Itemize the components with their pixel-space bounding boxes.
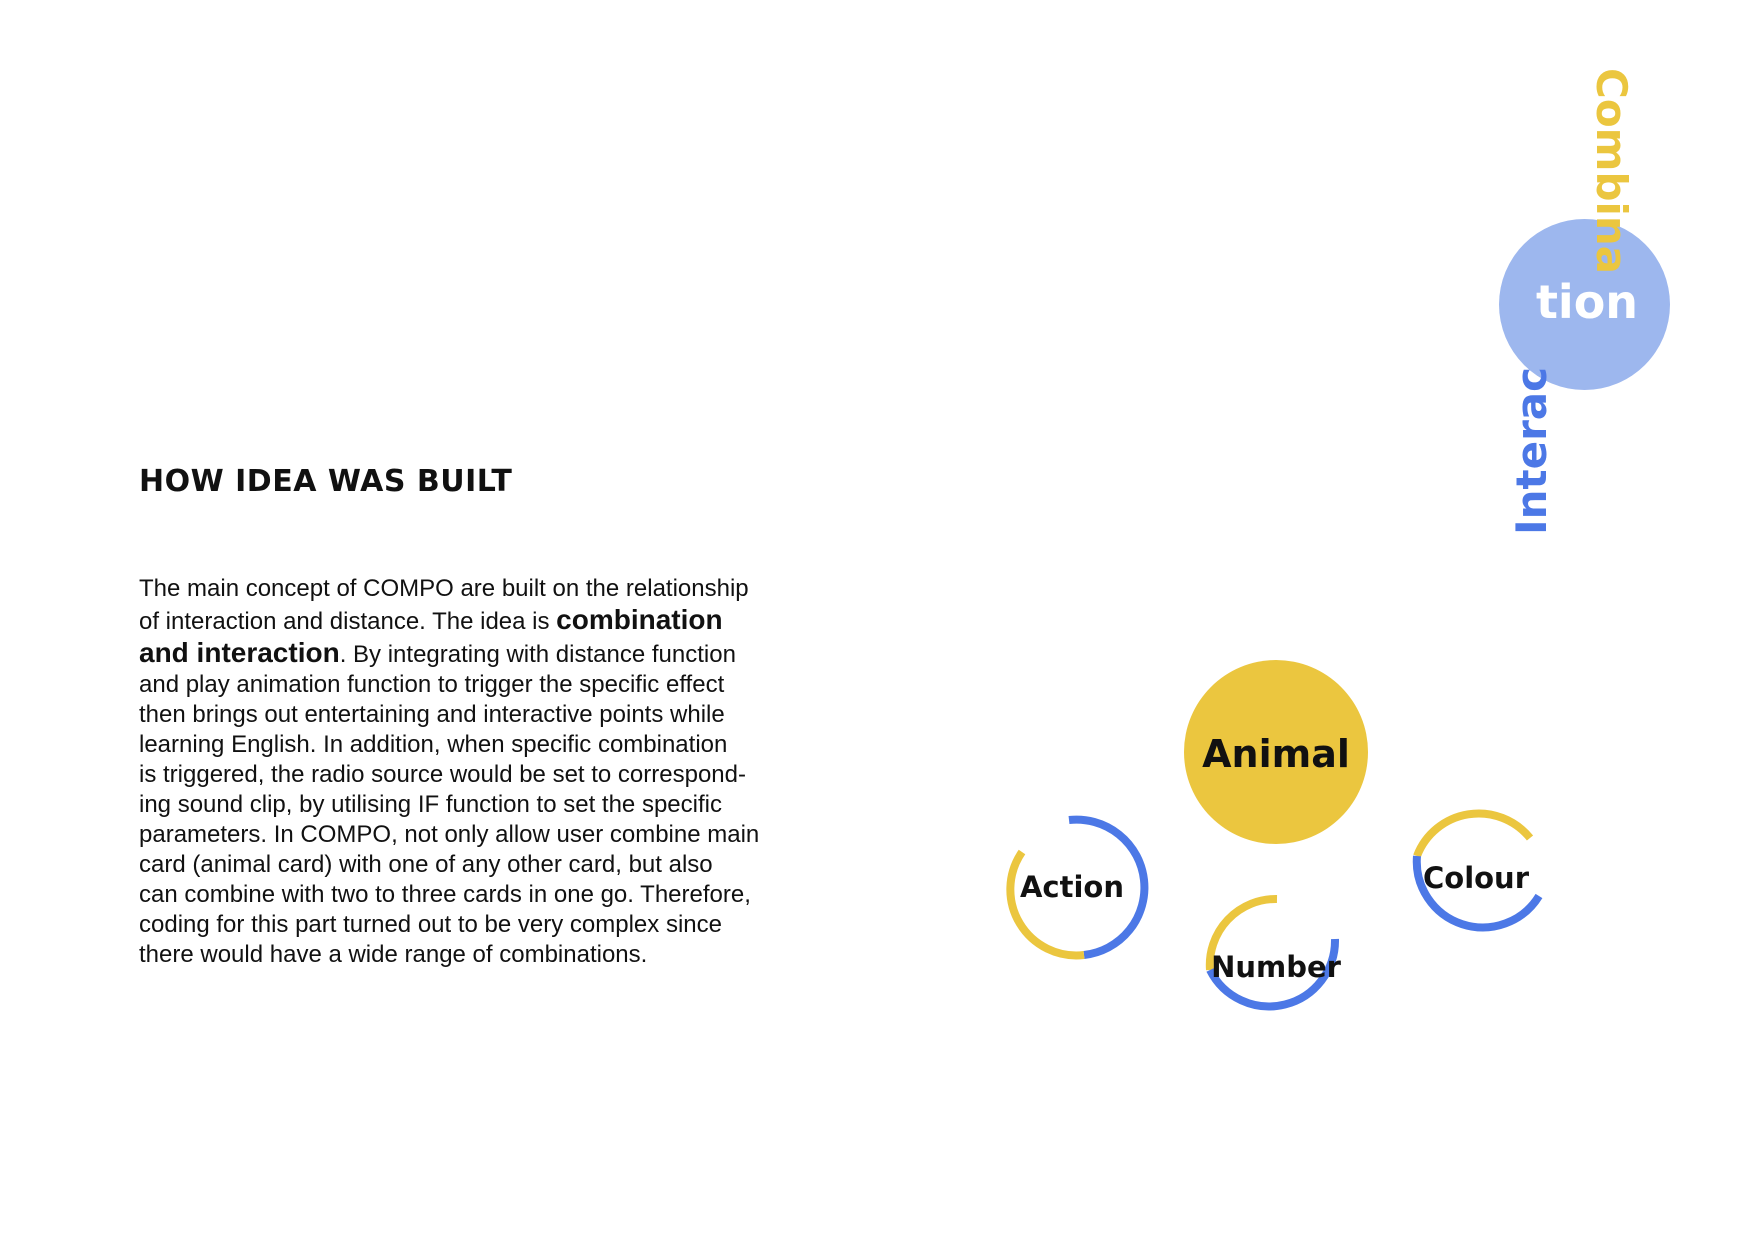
action-node: Action xyxy=(1006,815,1149,960)
body-paragraph: The main concept of COMPO are built on t… xyxy=(139,574,819,970)
vertical-word-combina: Combina xyxy=(1587,68,1636,275)
number-ring-blue-arc xyxy=(1206,938,1340,1011)
action-ring-yellow-arc xyxy=(1006,849,1085,960)
paragraph-text-part1: The main concept of COMPO are built on t… xyxy=(139,575,749,635)
paragraph-text-part2: . By integrating with distance function … xyxy=(139,641,760,968)
section-heading: HOW IDEA WAS BUILT xyxy=(139,464,513,499)
card-combination-diagram: Animal Action Number Colour xyxy=(1006,660,1543,1011)
colour-ring-blue-arc xyxy=(1412,855,1543,932)
colour-node: Colour xyxy=(1412,809,1543,932)
action-node-label: Action xyxy=(1020,870,1124,904)
number-node-label: Number xyxy=(1211,950,1342,984)
animal-node-circle xyxy=(1184,660,1368,844)
paragraph-bold-phrase: combination and interaction xyxy=(139,604,723,668)
circle-word-tion: tion xyxy=(1535,275,1639,329)
colour-node-label: Colour xyxy=(1423,861,1530,895)
number-node: Number xyxy=(1205,894,1342,1011)
action-ring-blue-arc xyxy=(1068,815,1149,959)
decorative-blue-circle xyxy=(1499,219,1670,390)
animal-node-label: Animal xyxy=(1202,732,1350,776)
colour-ring-yellow-arc xyxy=(1413,809,1534,858)
number-ring-yellow-arc xyxy=(1205,894,1278,971)
vertical-word-interac: Interac xyxy=(1507,366,1556,535)
